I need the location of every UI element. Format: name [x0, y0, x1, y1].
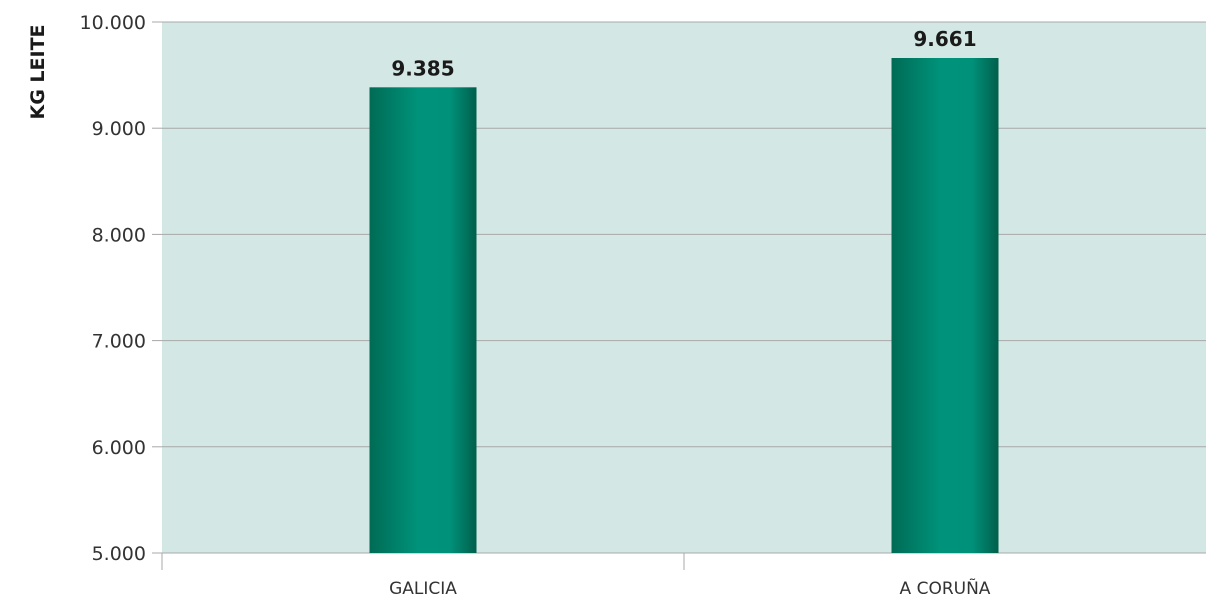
- y-axis: 5.000 6.000 7.000 8.000 9.000 10.000: [80, 12, 162, 565]
- y-tick-label: 7.000: [92, 331, 146, 353]
- y-tick-label: 5.000: [92, 543, 146, 565]
- x-category-label: A CORUÑA: [900, 577, 991, 599]
- x-category-label: GALICIA: [389, 579, 457, 599]
- bar-value-label: 9.661: [913, 27, 976, 51]
- y-tick-label: 8.000: [92, 224, 146, 246]
- bars: 9.385 9.661: [369, 27, 999, 554]
- bar: [369, 87, 477, 554]
- y-tick-label: 9.000: [92, 118, 146, 140]
- bar: [891, 58, 999, 553]
- y-tick-label: 10.000: [80, 12, 146, 34]
- plot-area: [162, 22, 1206, 553]
- gridlines: [162, 21, 1206, 554]
- x-axis: GALICIA A CORUÑA: [161, 553, 991, 599]
- bar-value-label: 9.385: [391, 56, 454, 80]
- y-axis-title: KG LEITE: [27, 24, 49, 119]
- y-tick-label: 6.000: [92, 437, 146, 459]
